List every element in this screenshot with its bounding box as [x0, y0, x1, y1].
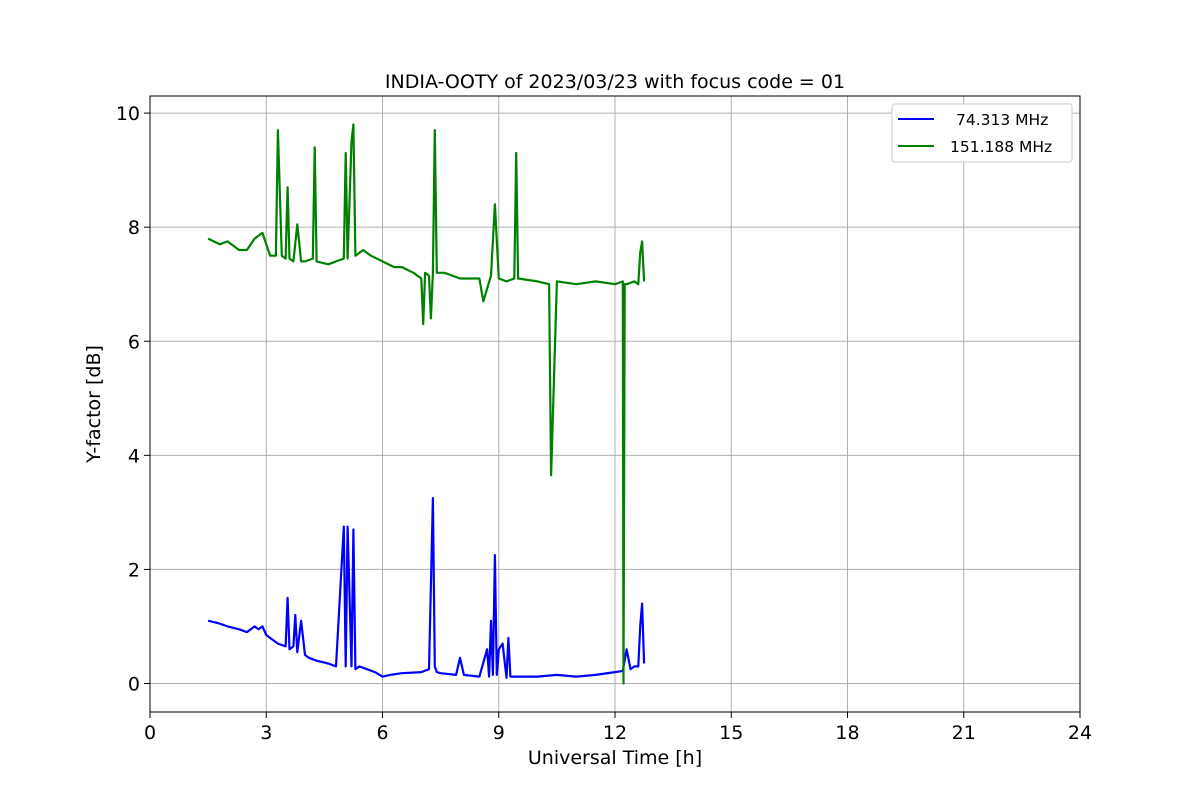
- x-tick-label: 9: [493, 722, 505, 744]
- x-tick-label: 6: [376, 722, 388, 744]
- legend: 74.313 MHz 151.188 MHz: [891, 103, 1073, 163]
- x-tick-label: 15: [719, 722, 743, 744]
- legend-label-151mhz: 151.188 MHz: [950, 138, 1052, 156]
- x-tick-label: 24: [1068, 722, 1092, 744]
- y-tick-label: 8: [128, 217, 140, 239]
- y-tick-label: 6: [128, 331, 140, 353]
- legend-label-74mhz: 74.313 MHz: [956, 111, 1048, 129]
- chart-title: INDIA-OOTY of 2023/03/23 with focus code…: [385, 71, 845, 93]
- x-axis-label: Universal Time [h]: [528, 747, 702, 769]
- series-line-1: [207, 123, 646, 685]
- data-series: [207, 123, 646, 685]
- legend-box: [891, 103, 1073, 163]
- series-line-0: [207, 497, 646, 679]
- x-tick-label: 3: [260, 722, 272, 744]
- y-tick-label: 10: [116, 103, 140, 125]
- x-tick-label: 0: [144, 722, 156, 744]
- x-tick-label: 18: [835, 722, 859, 744]
- y-tick-label: 0: [128, 673, 140, 695]
- y-tick-label: 4: [128, 445, 140, 467]
- x-axis-ticks: 0 3 6 9 12 15 18 21 24: [144, 712, 1092, 744]
- y-tick-label: 2: [128, 559, 140, 581]
- y-axis-label: Y-factor [dB]: [83, 345, 105, 464]
- y-axis-ticks: 0 2 4 6 8 10: [116, 103, 150, 695]
- x-tick-label: 12: [603, 722, 627, 744]
- x-tick-label: 21: [952, 722, 976, 744]
